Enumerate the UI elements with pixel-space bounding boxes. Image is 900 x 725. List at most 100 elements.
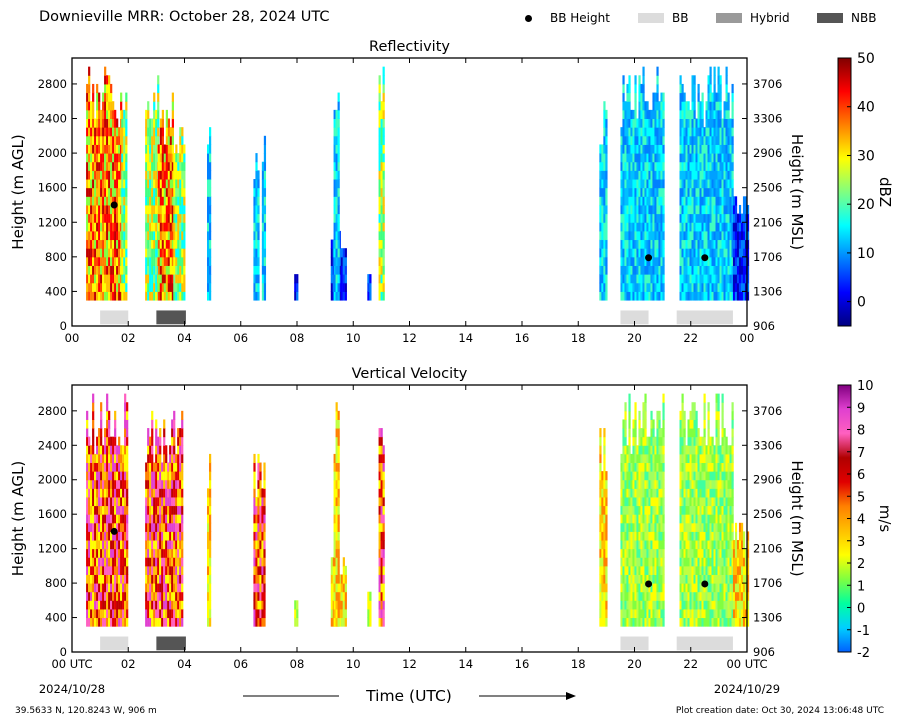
echo-cell xyxy=(378,591,381,601)
echo-cell xyxy=(630,617,633,627)
echo-cell xyxy=(715,161,718,171)
echo-cell xyxy=(255,161,258,171)
echo-cell xyxy=(108,274,111,284)
echo-cell xyxy=(173,248,176,258)
echo-cell xyxy=(697,608,700,619)
echo-cell xyxy=(705,101,708,111)
echo-cell xyxy=(294,291,297,301)
echo-cell xyxy=(88,282,91,292)
echo-cell xyxy=(689,222,692,232)
echo-cell xyxy=(709,127,712,137)
echo-cell xyxy=(662,557,665,567)
echo-cell xyxy=(337,265,340,275)
echo-cell xyxy=(632,574,635,584)
echo-cell xyxy=(145,187,148,197)
echo-cell xyxy=(711,196,714,206)
echo-cell xyxy=(656,196,659,206)
echo-cell xyxy=(624,196,627,206)
echo-cell xyxy=(685,239,688,249)
echo-cell xyxy=(662,230,665,241)
echo-cell xyxy=(640,239,643,249)
echo-cell xyxy=(209,617,212,627)
echo-cell xyxy=(149,591,152,601)
echo-cell xyxy=(161,144,164,154)
echo-cell xyxy=(628,479,631,489)
echo-cell xyxy=(642,213,645,223)
echo-cell xyxy=(697,127,700,137)
echo-cell xyxy=(707,265,710,275)
echo-cell xyxy=(382,161,385,171)
echo-cell xyxy=(159,591,162,601)
echo-cell xyxy=(149,118,152,128)
echo-cell xyxy=(715,135,718,145)
echo-cell xyxy=(153,265,156,275)
echo-cell xyxy=(662,274,665,284)
echo-cell xyxy=(159,179,162,189)
echo-cell xyxy=(147,617,150,627)
echo-cell xyxy=(687,222,690,232)
echo-cell xyxy=(335,514,338,524)
echo-cell xyxy=(687,505,690,515)
echo-cell xyxy=(263,514,266,524)
echo-cell xyxy=(658,591,661,601)
echo-cell xyxy=(644,282,647,292)
echo-cell xyxy=(746,265,750,275)
echo-cell xyxy=(622,540,625,550)
echo-cell xyxy=(654,256,657,266)
echo-cell xyxy=(333,540,336,550)
echo-cell xyxy=(691,92,694,102)
echo-cell xyxy=(642,574,645,584)
echo-cell xyxy=(601,496,604,507)
echo-cell xyxy=(624,118,627,128)
echo-cell xyxy=(695,196,698,206)
echo-cell xyxy=(605,540,608,550)
echo-cell xyxy=(707,239,710,249)
echo-cell xyxy=(640,109,643,120)
echo-cell xyxy=(736,265,740,275)
echo-cell xyxy=(175,548,178,558)
echo-cell xyxy=(90,471,93,481)
echo-cell xyxy=(108,488,111,498)
echo-cell xyxy=(378,144,381,154)
echo-cell xyxy=(650,170,653,180)
echo-cell xyxy=(108,462,111,472)
echo-cell xyxy=(335,540,338,550)
echo-cell xyxy=(717,83,720,94)
echo-cell xyxy=(337,127,340,137)
echo-cell xyxy=(620,179,623,189)
echo-cell xyxy=(681,291,684,301)
echo-cell xyxy=(124,488,127,498)
echo-cell xyxy=(626,274,629,284)
echo-cell xyxy=(719,196,722,206)
echo-cell xyxy=(719,92,722,102)
echo-cell xyxy=(652,514,655,524)
echo-cell xyxy=(723,170,726,180)
echo-cell xyxy=(648,196,651,206)
echo-cell xyxy=(638,436,641,446)
echo-cell xyxy=(650,496,653,507)
echo-cell xyxy=(112,135,115,145)
echo-cell xyxy=(183,291,186,301)
echo-cell xyxy=(169,248,172,258)
echo-cell xyxy=(638,153,641,163)
echo-cell xyxy=(693,274,696,284)
echo-cell xyxy=(721,118,724,128)
echo-cell xyxy=(98,170,101,180)
echo-cell xyxy=(147,514,150,524)
echo-cell xyxy=(630,248,633,258)
echo-cell xyxy=(679,265,682,275)
echo-cell xyxy=(153,256,156,266)
echo-cell xyxy=(149,144,152,154)
echo-cell xyxy=(112,101,115,111)
echo-cell xyxy=(727,170,730,180)
echo-cell xyxy=(652,196,655,206)
echo-cell xyxy=(709,591,712,601)
echo-cell xyxy=(90,187,93,197)
echo-cell xyxy=(683,170,686,180)
echo-cell xyxy=(155,213,158,223)
echo-cell xyxy=(151,118,154,128)
echo-cell xyxy=(145,118,148,128)
echo-cell xyxy=(167,462,170,472)
echo-cell xyxy=(662,282,665,292)
echo-cell xyxy=(261,514,264,524)
